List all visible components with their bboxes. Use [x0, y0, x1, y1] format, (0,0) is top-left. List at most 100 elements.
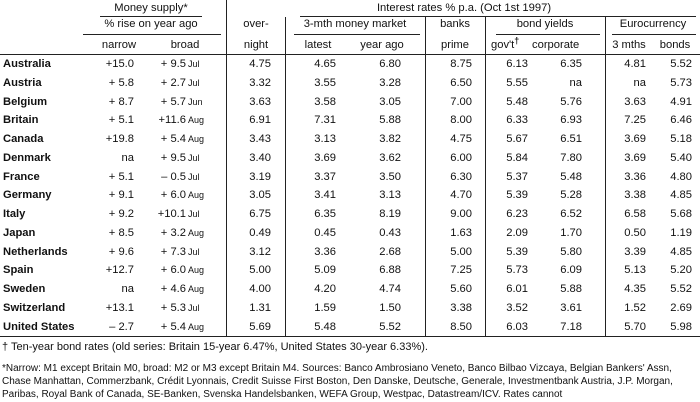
country-cell: Netherlands: [3, 245, 68, 258]
euro-3mth-cell: 6.58: [624, 208, 646, 220]
latest-cell: 3.41: [314, 189, 336, 202]
prime-cell: 3.38: [450, 301, 472, 314]
govt-cell: 6.13: [506, 58, 528, 70]
corporate-cell: 5.28: [560, 189, 582, 202]
divider-banks: [485, 17, 486, 336]
govt-cell: 2.09: [506, 226, 528, 239]
year-ago-cell: 3.05: [379, 95, 401, 108]
country-cell: Britain: [3, 114, 39, 127]
corporate-cell: 5.76: [560, 95, 582, 108]
year-ago-cell: 2.68: [379, 245, 401, 258]
broad-cell: + 5.4: [160, 320, 186, 333]
euro-3mth-cell: 0.50: [624, 226, 646, 239]
interest-rates-heading: Interest rates % p.a. (Oct 1st 1997): [376, 2, 552, 14]
bond-yields-underline: [496, 34, 600, 35]
money-market-heading: 3-mth money market: [303, 18, 407, 30]
euro-bonds-cell: 5.98: [670, 320, 692, 333]
divider-money-interest: [226, 0, 227, 336]
euro-bonds-cell: 5.73: [670, 76, 692, 89]
narrow-heading: narrow: [101, 39, 137, 51]
overnight-cell: 0.49: [249, 226, 271, 239]
country-cell: United States: [3, 320, 75, 333]
prime-cell: 5.00: [450, 245, 472, 258]
sources-footnote: *Narrow: M1 except Britain M0, broad: M2…: [2, 363, 673, 400]
latest-cell: 5.48: [314, 320, 336, 333]
corporate-cell: na: [569, 76, 582, 89]
month-cell: Aug: [188, 227, 205, 238]
broad-cell: + 2.7: [160, 76, 186, 89]
prime-cell: 7.00: [450, 95, 472, 108]
year-ago-cell: 4.74: [379, 283, 401, 295]
broad-heading: broad: [170, 39, 200, 51]
month-cell: Jul: [188, 171, 200, 182]
broad-cell: – 0.5: [161, 170, 186, 183]
govt-cell: 5.39: [506, 189, 528, 202]
latest-cell: 1.59: [314, 301, 336, 314]
prime-cell: 7.25: [450, 264, 472, 277]
euro-3mth-cell: 5.13: [624, 264, 646, 277]
govt-heading: gov't†: [491, 35, 520, 51]
broad-cell: + 9.5: [160, 58, 186, 70]
govt-cell: 3.52: [506, 301, 528, 314]
dagger-mark: †: [514, 35, 520, 46]
broad-cell: + 6.0: [160, 264, 186, 277]
narrow-cell: + 9.6: [108, 245, 134, 258]
latest-cell: 7.31: [314, 114, 336, 127]
euro-bonds-cell: 2.69: [670, 301, 692, 314]
euro-3mth-cell: 3.69: [624, 133, 646, 145]
govt-cell: 5.55: [506, 76, 528, 89]
euro-bonds-cell: 5.18: [670, 133, 692, 145]
year-ago-cell: 6.88: [379, 264, 401, 277]
latest-cell: 4.65: [314, 58, 336, 70]
month-cell: Jul: [188, 59, 200, 69]
euro-3mth-cell: 5.70: [624, 320, 646, 333]
overnight-heading-line1: over-: [243, 18, 269, 30]
euro-bonds-cell: 5.40: [670, 151, 692, 164]
latest-cell: 3.13: [314, 133, 336, 145]
interest-rates-underline: [300, 16, 696, 17]
latest-cell: 3.58: [314, 95, 336, 108]
latest-cell: 3.55: [314, 76, 336, 89]
latest-heading: latest: [304, 39, 332, 51]
euro-bonds-cell: 5.20: [670, 264, 692, 277]
corporate-cell: 5.88: [560, 283, 582, 295]
euro-3mth-cell: 3.38: [624, 189, 646, 202]
year-ago-cell: 5.52: [379, 320, 401, 333]
country-cell: Japan: [3, 226, 36, 239]
latest-cell: 0.45: [314, 226, 336, 239]
overnight-cell: 3.05: [249, 189, 271, 202]
prime-cell: 8.00: [450, 114, 472, 127]
euro-3mth-cell: 3.63: [624, 95, 646, 108]
euro-bonds-cell: 4.80: [670, 170, 692, 183]
narrow-cell: na: [121, 151, 134, 164]
divider-bonds: [605, 17, 606, 336]
euro-bonds-cell: 4.91: [670, 95, 692, 108]
govt-cell: 6.33: [506, 114, 528, 127]
year-ago-cell: 8.19: [379, 208, 401, 220]
month-cell: Aug: [188, 190, 205, 201]
broad-cell: + 5.7: [160, 95, 186, 108]
eurocurrency-heading: Eurocurrency: [619, 18, 687, 30]
prime-cell: 8.50: [450, 320, 472, 333]
overnight-cell: 6.75: [249, 208, 271, 220]
govt-cell: 5.37: [506, 170, 528, 183]
govt-cell: 5.73: [506, 264, 528, 277]
year-ago-heading: year ago: [360, 39, 404, 51]
latest-cell: 5.09: [314, 264, 336, 277]
prime-cell: 5.60: [450, 283, 472, 295]
euro-3mth-cell: 3.69: [624, 151, 646, 164]
overnight-cell: 3.32: [249, 76, 271, 89]
prime-cell: 8.75: [450, 58, 472, 70]
latest-cell: 4.20: [314, 283, 336, 295]
overnight-cell: 3.43: [249, 133, 271, 145]
month-cell: Aug: [188, 321, 205, 332]
corporate-cell: 6.35: [560, 58, 582, 70]
broad-cell: + 3.2: [160, 226, 186, 239]
bonds-heading: bonds: [659, 39, 691, 51]
country-cell: Spain: [3, 264, 34, 277]
euro-3mth-cell: 4.35: [624, 283, 646, 295]
prime-cell: 1.63: [450, 226, 472, 239]
prime-cell: 4.75: [450, 133, 472, 145]
euro-3mth-cell: 4.81: [624, 58, 646, 70]
